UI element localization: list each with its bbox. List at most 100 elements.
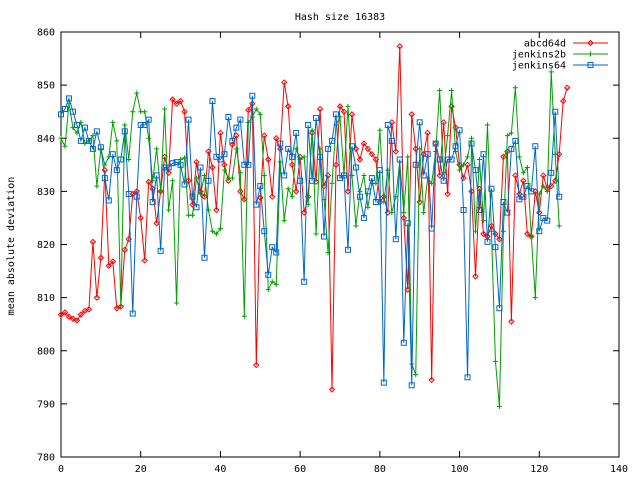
plus-marker	[309, 127, 315, 133]
diamond-marker	[169, 96, 176, 103]
square-marker	[261, 228, 268, 235]
diamond-marker	[89, 238, 97, 246]
square-marker	[484, 238, 491, 245]
plus-marker	[62, 143, 68, 149]
square-marker	[97, 144, 104, 151]
square-marker	[289, 153, 296, 160]
diamond-marker	[177, 97, 184, 105]
square-marker	[105, 197, 112, 204]
plus-marker	[110, 119, 116, 125]
square-marker	[456, 127, 463, 134]
square-marker	[340, 172, 347, 179]
square-marker	[189, 193, 196, 200]
diamond-marker	[288, 161, 296, 169]
square-marker	[329, 137, 336, 144]
square-marker	[177, 161, 184, 168]
legend-label: jenkins64	[512, 61, 566, 72]
diamond-marker	[77, 311, 85, 318]
square-marker	[73, 121, 80, 128]
y-tick-label: 800	[37, 346, 55, 357]
plus-marker	[209, 228, 215, 234]
x-tick-label: 120	[530, 464, 548, 475]
diamond-marker	[424, 129, 431, 137]
diamond-marker	[320, 182, 328, 190]
plus-marker	[317, 146, 323, 152]
square-marker	[209, 98, 216, 105]
plus-marker	[277, 159, 283, 165]
square-marker	[201, 254, 208, 261]
diamond-marker	[284, 103, 292, 110]
square-marker	[356, 193, 363, 200]
plus-marker	[134, 90, 140, 96]
diamond-marker	[237, 188, 244, 195]
diamond-marker	[512, 172, 519, 179]
plus-marker	[301, 154, 307, 160]
plus-marker	[221, 167, 227, 173]
diamond-marker	[153, 220, 160, 227]
x-tick-label: 20	[135, 464, 147, 475]
series-layer	[57, 43, 571, 410]
square-marker	[548, 169, 555, 176]
square-marker	[404, 220, 411, 227]
diamond-marker	[344, 188, 352, 195]
plus-marker	[449, 87, 455, 93]
diamond-marker	[540, 172, 547, 179]
square-marker	[93, 128, 100, 135]
square-marker	[476, 206, 483, 213]
square-marker	[444, 156, 451, 163]
square-marker	[400, 339, 407, 346]
diamond-marker	[480, 230, 487, 238]
diamond-marker	[121, 246, 128, 254]
plus-marker	[118, 303, 124, 309]
diamond-marker	[356, 156, 364, 163]
square-marker	[500, 199, 507, 205]
square-marker	[552, 108, 559, 115]
square-marker	[205, 177, 212, 184]
square-marker	[468, 140, 475, 147]
x-tick-label: 100	[451, 464, 469, 475]
square-marker	[301, 278, 308, 285]
diamond-marker	[464, 161, 471, 169]
diamond-marker	[348, 111, 356, 118]
plus-marker	[269, 279, 275, 285]
plus-marker	[257, 111, 263, 117]
diamond-marker	[209, 164, 216, 171]
square-marker	[380, 379, 387, 386]
diamond-marker	[364, 145, 372, 153]
square-marker	[440, 177, 447, 184]
square-marker	[524, 183, 531, 190]
plus-marker	[401, 210, 407, 216]
square-marker	[277, 140, 284, 147]
plus-marker	[158, 188, 164, 194]
plus-marker	[540, 183, 546, 189]
square-marker	[428, 225, 435, 232]
square-marker	[157, 247, 164, 254]
diamond-marker	[428, 376, 435, 384]
plus-marker	[516, 154, 522, 160]
plus-marker	[150, 178, 156, 184]
diamond-marker	[61, 309, 69, 316]
diamond-marker	[292, 188, 300, 195]
square-marker	[233, 124, 240, 131]
square-marker	[77, 137, 84, 144]
diamond-marker	[269, 193, 276, 200]
square-marker	[113, 167, 120, 174]
diamond-marker	[440, 119, 447, 126]
plus-marker	[389, 210, 395, 216]
diamond-marker	[105, 262, 113, 269]
square-marker	[452, 143, 459, 150]
x-tick-label: 40	[214, 464, 226, 475]
diamond-marker	[57, 311, 65, 318]
square-marker	[153, 172, 160, 179]
plus-marker	[162, 106, 168, 112]
square-marker	[237, 116, 244, 123]
diamond-marker	[185, 177, 192, 184]
diamond-marker	[408, 111, 415, 118]
diamond-marker	[500, 153, 507, 161]
y-tick-label: 810	[37, 293, 55, 304]
plus-marker	[413, 372, 419, 378]
square-marker	[384, 121, 391, 128]
square-marker	[364, 188, 371, 195]
square-marker	[396, 156, 403, 163]
square-marker	[293, 129, 300, 136]
